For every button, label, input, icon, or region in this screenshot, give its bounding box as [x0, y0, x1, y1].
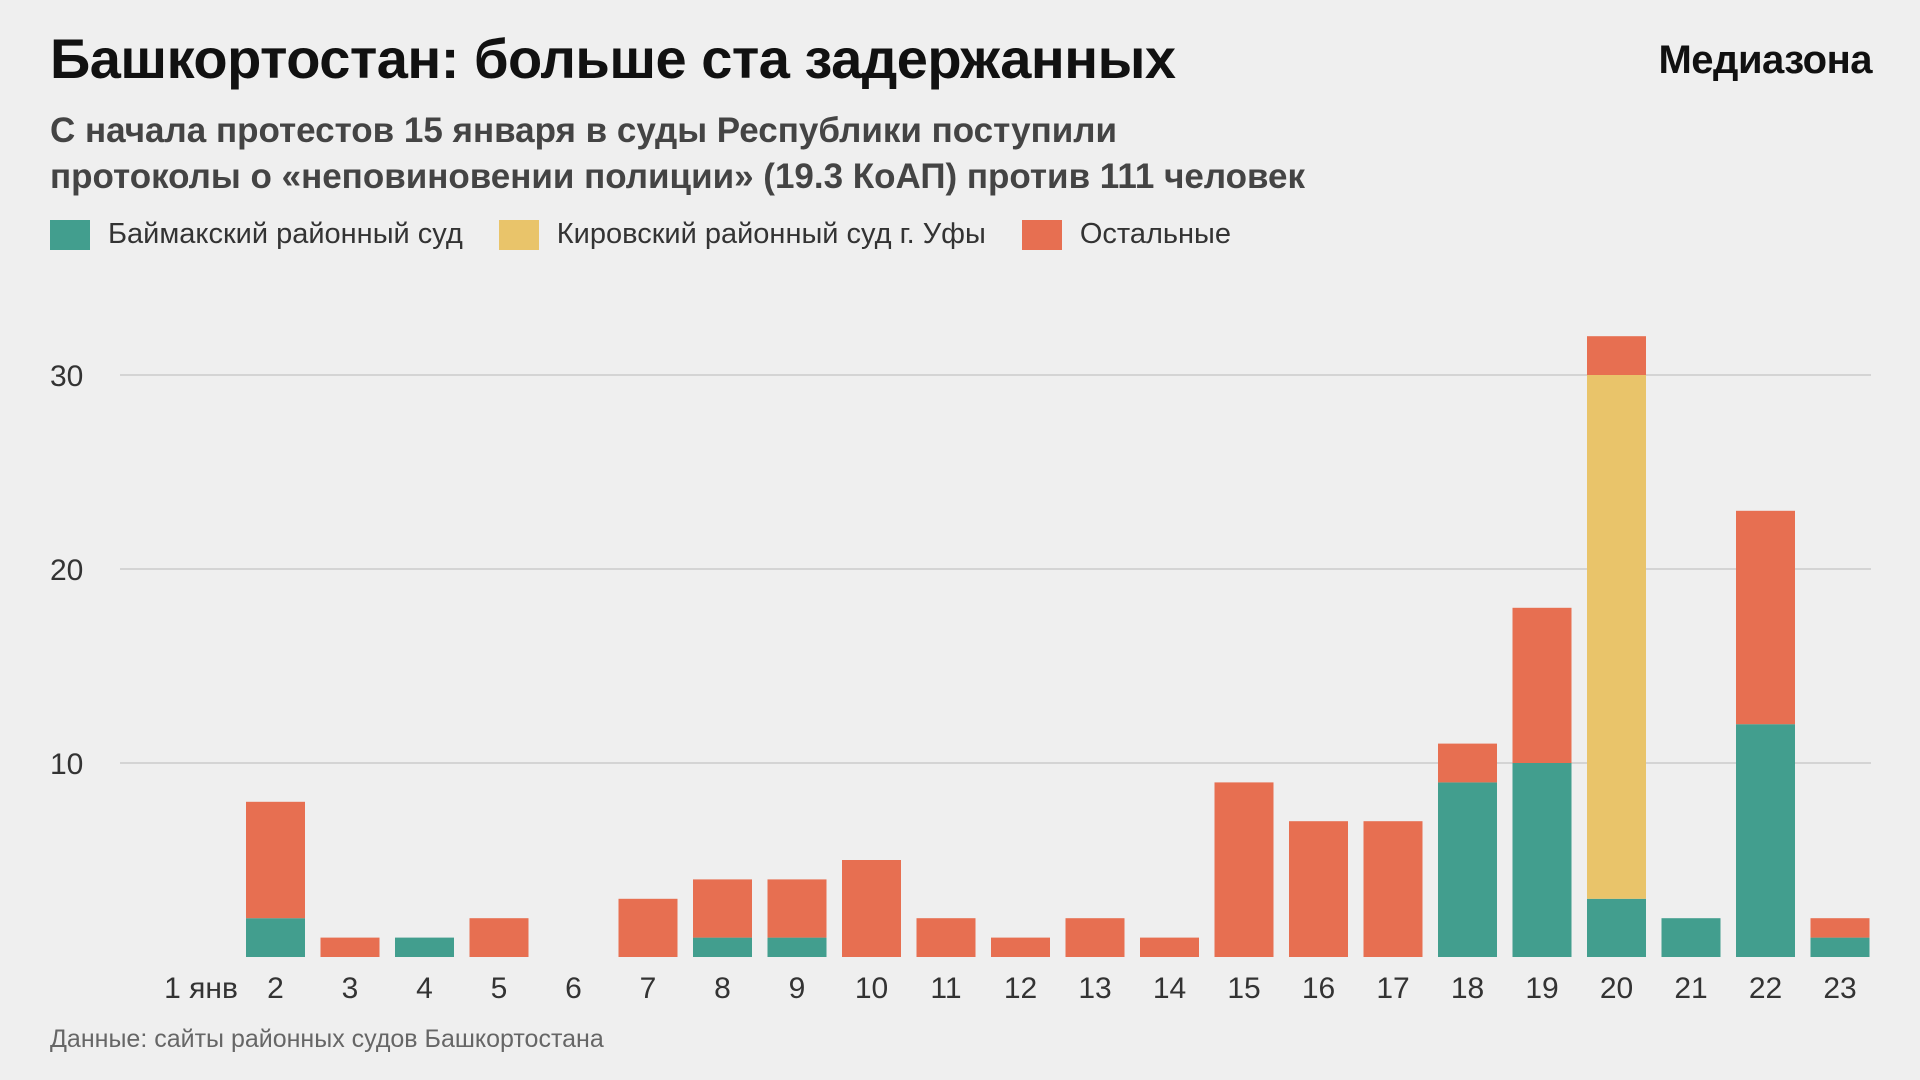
x-tick-label: 19 — [1525, 972, 1558, 1005]
x-tick-label: 7 — [640, 972, 657, 1005]
mediazona-logo: Медиазона — [1658, 38, 1872, 82]
subtitle-line: С начала протестов 15 января в суды Респ… — [50, 111, 1118, 150]
bar-segment — [1512, 607, 1572, 763]
legend-item: Кировский районный суд г. Уфы — [498, 218, 986, 251]
bar-segment — [693, 879, 752, 938]
legend: Баймакский районный суд Кировский районн… — [50, 218, 1267, 251]
x-tick-label: 5 — [491, 972, 508, 1005]
bar-segment — [767, 937, 827, 957]
bar-segment — [1810, 937, 1870, 957]
bar-segment — [1587, 336, 1646, 375]
x-tick-label: 16 — [1302, 972, 1335, 1005]
source-note: Данные: сайты районных судов Башкортоста… — [50, 1025, 604, 1053]
x-tick-label: 2 — [267, 972, 284, 1005]
x-tick-label: 11 — [930, 972, 961, 1005]
x-tick-label: 1 янв — [164, 972, 238, 1005]
x-tick-label: 10 — [855, 972, 888, 1005]
chart-subtitle: С начала протестов 15 января в суды Респ… — [50, 108, 1305, 200]
y-tick-label: 20 — [50, 554, 83, 587]
bar-segment — [1065, 918, 1125, 957]
bar-segment — [395, 937, 454, 957]
bar-segment — [1736, 510, 1795, 725]
bar-segment — [618, 898, 678, 957]
y-tick-label: 30 — [50, 360, 83, 393]
bar-segment — [246, 918, 305, 957]
legend-swatch — [50, 219, 90, 250]
legend-item: Баймакский районный суд — [50, 218, 463, 251]
x-tick-label: 20 — [1600, 972, 1633, 1005]
legend-swatch — [1021, 219, 1062, 250]
bar-segment — [1661, 918, 1721, 957]
x-tick-label: 6 — [565, 972, 582, 1005]
bar-segment — [842, 860, 901, 957]
bar-segment — [1363, 821, 1423, 957]
x-tick-label: 15 — [1227, 972, 1260, 1005]
y-tick-label: 10 — [50, 748, 83, 781]
x-tick-label: 12 — [1004, 972, 1037, 1005]
bar-segment — [469, 918, 529, 957]
x-tick-label: 14 — [1153, 972, 1186, 1005]
x-tick-label: 21 — [1674, 972, 1707, 1005]
bar-segment — [693, 937, 752, 957]
bar-segment — [1289, 821, 1348, 957]
x-tick-label: 9 — [789, 972, 806, 1005]
bar-segment — [767, 879, 827, 938]
x-tick-label: 3 — [342, 972, 359, 1005]
x-tick-label: 17 — [1376, 972, 1409, 1005]
chart-title: Башкортостан: больше ста задержанных — [50, 27, 1176, 90]
bar-segment — [1512, 763, 1572, 957]
bar-segment — [1810, 918, 1870, 938]
bar-segment — [1736, 724, 1795, 957]
x-tick-label: 23 — [1823, 972, 1856, 1005]
legend-label: Кировский районный суд г. Уфы — [556, 218, 986, 250]
bar-segment — [1438, 743, 1497, 783]
bar-segment — [1587, 898, 1646, 957]
bar-segment — [1214, 782, 1274, 957]
x-tick-label: 8 — [714, 972, 731, 1005]
x-tick-label: 18 — [1451, 972, 1484, 1005]
bar-segment — [1587, 375, 1646, 899]
subtitle-line: протоколы о «неповиновении полиции» (19.… — [50, 157, 1306, 196]
legend-swatch — [498, 219, 539, 250]
bar-segment — [916, 918, 976, 957]
bar-segment — [991, 937, 1050, 957]
x-tick-label: 13 — [1078, 972, 1111, 1005]
x-tick-label: 22 — [1749, 972, 1782, 1005]
legend-label: Остальные — [1079, 218, 1232, 250]
bar-segment — [320, 937, 380, 957]
bar-segment — [1140, 937, 1199, 957]
legend-label: Баймакский районный суд — [108, 218, 463, 250]
x-tick-label: 4 — [416, 972, 433, 1005]
bar-segment — [1438, 782, 1497, 957]
legend-item: Остальные — [1021, 218, 1232, 251]
bar-segment — [246, 801, 305, 919]
